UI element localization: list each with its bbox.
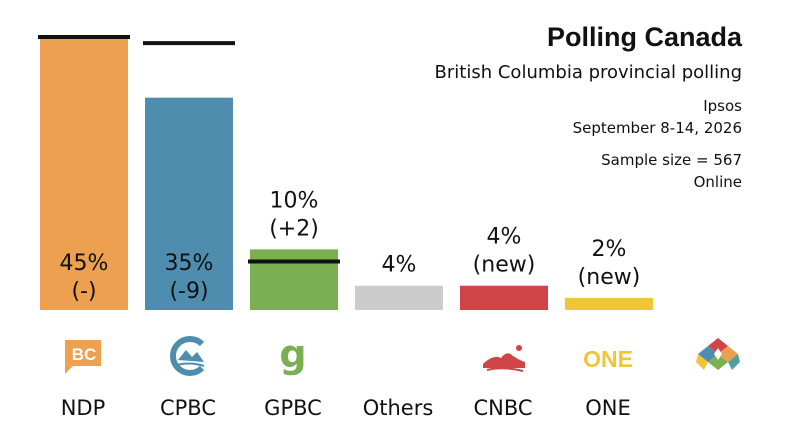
value-label-cpbc: 35% (165, 251, 214, 276)
field-dates-text: September 8-14, 2026 (572, 119, 742, 137)
centre-bc-logo-icon (483, 345, 525, 372)
category-label-cpbc: CPBC (159, 396, 217, 420)
category-label-one: ONE (585, 396, 631, 420)
value-label-cnbc: 4% (487, 225, 522, 250)
change-label-ndp: (-) (71, 279, 96, 304)
category-label-ndp: NDP (60, 396, 106, 420)
chart-title: Polling Canada (546, 22, 742, 52)
change-label-gpbc: (+2) (269, 216, 319, 241)
bar-others (355, 285, 443, 310)
sample-size-text: Sample size = 567 (601, 151, 742, 169)
one-bc-logo-icon: ONE (584, 346, 632, 372)
conservative-bc-logo-icon (169, 336, 205, 376)
green-party-logo-text: g (279, 336, 306, 376)
category-label-gpbc: GPBC (264, 396, 322, 420)
value-label-others: 4% (382, 253, 417, 278)
pollster-text: Ipsos (703, 97, 742, 115)
bc-ndp-logo-text: BC (72, 345, 97, 364)
method-text: Online (693, 173, 742, 191)
chart-subtitle: British Columbia provincial polling (434, 62, 742, 83)
change-label-cnbc: (new) (473, 253, 536, 278)
polling-canada-logo-icon (696, 338, 740, 370)
one-bc-logo-text: ONE (584, 346, 632, 372)
green-party-logo-icon: g (279, 336, 306, 376)
value-label-gpbc: 10% (270, 188, 319, 213)
change-label-one: (new) (578, 265, 641, 290)
bar-ndp (40, 37, 128, 310)
bar-cpbc (145, 97, 233, 311)
bar-cnbc (460, 285, 548, 310)
change-label-cpbc: (-9) (169, 279, 208, 304)
category-label-others: Others (362, 396, 434, 420)
value-label-one: 2% (592, 237, 627, 262)
category-label-cnbc: CNBC (473, 396, 533, 420)
bar-one (565, 297, 653, 310)
bar-gpbc (250, 249, 338, 310)
value-label-ndp: 45% (60, 251, 109, 276)
bc-ndp-logo-icon: BC (65, 340, 101, 374)
